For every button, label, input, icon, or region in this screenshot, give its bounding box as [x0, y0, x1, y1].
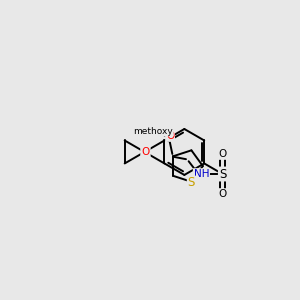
- Text: O: O: [166, 131, 174, 141]
- Text: S: S: [188, 176, 195, 190]
- Text: O: O: [141, 147, 150, 157]
- Text: O: O: [218, 189, 227, 199]
- Text: methoxy: methoxy: [133, 127, 173, 136]
- Text: O: O: [141, 147, 150, 157]
- Text: S: S: [219, 167, 226, 181]
- Text: NH: NH: [194, 169, 209, 179]
- Text: O: O: [218, 149, 227, 159]
